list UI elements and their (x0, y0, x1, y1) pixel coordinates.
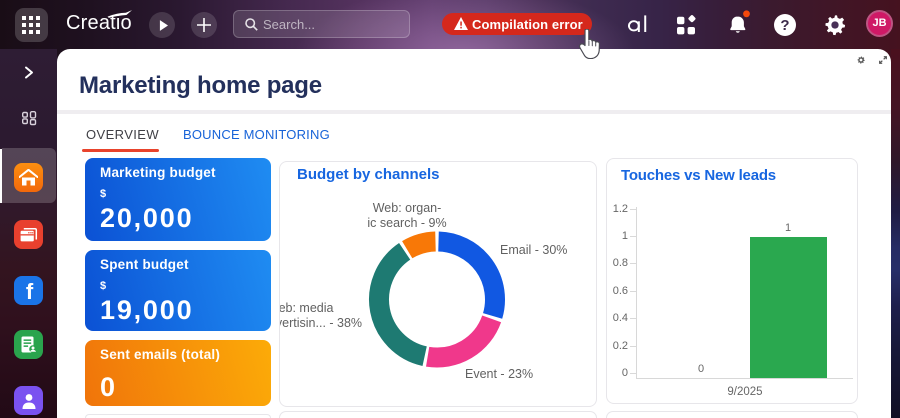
svg-text:?: ? (780, 17, 789, 34)
